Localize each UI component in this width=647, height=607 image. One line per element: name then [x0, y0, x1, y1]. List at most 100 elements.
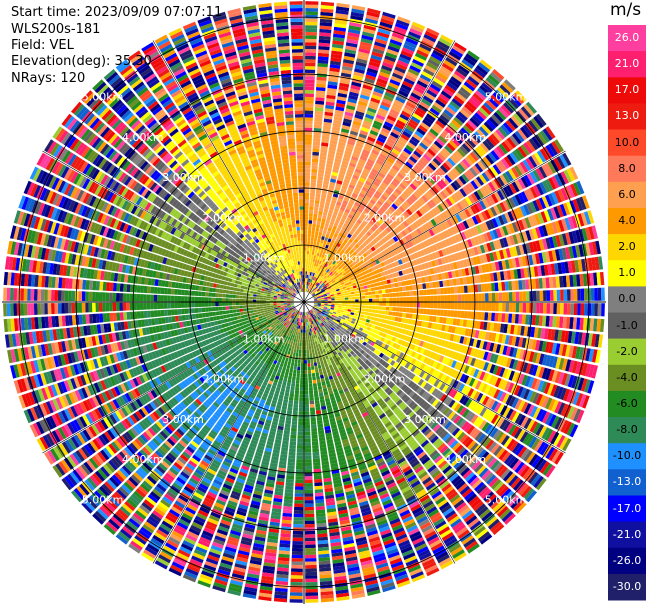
- velocity-gate: [335, 245, 340, 251]
- velocity-gate: [498, 107, 509, 119]
- velocity-gate: [425, 151, 434, 160]
- velocity-gate: [425, 133, 435, 142]
- velocity-gate: [483, 121, 494, 132]
- velocity-gate: [391, 316, 396, 321]
- velocity-gate: [333, 233, 338, 238]
- velocity-gate: [371, 168, 379, 175]
- velocity-gate: [313, 127, 322, 132]
- velocity-gate: [356, 227, 362, 233]
- velocity-gate: [328, 224, 334, 229]
- velocity-gate: [392, 297, 397, 302]
- velocity-gate: [346, 38, 359, 45]
- velocity-gate: [418, 283, 423, 290]
- velocity-gate: [352, 251, 358, 256]
- velocity-gate: [464, 103, 475, 114]
- velocity-gate: [587, 303, 592, 316]
- velocity-gate: [402, 220, 409, 228]
- velocity-gate: [357, 104, 367, 110]
- velocity-gate: [319, 28, 332, 34]
- velocity-gate: [318, 42, 330, 47]
- velocity-gate: [319, 25, 332, 30]
- velocity-gate: [312, 288, 315, 292]
- velocity-gate: [584, 303, 588, 316]
- velocity-gate: [519, 291, 523, 302]
- velocity-gate: [373, 120, 383, 127]
- velocity-gate: [374, 286, 379, 291]
- velocity-gate: [329, 206, 335, 211]
- velocity-gate: [389, 215, 396, 222]
- velocity-gate: [313, 138, 321, 143]
- velocity-gate: [536, 303, 540, 314]
- velocity-gate: [435, 155, 444, 164]
- velocity-gate: [485, 154, 495, 165]
- velocity-gate: [312, 352, 316, 356]
- velocity-gate: [375, 294, 380, 298]
- velocity-gate: [447, 157, 456, 167]
- velocity-gate: [304, 196, 310, 200]
- velocity-gate: [399, 297, 404, 302]
- velocity-gate: [357, 195, 364, 202]
- velocity-gate: [364, 239, 370, 245]
- velocity-gate: [395, 307, 400, 312]
- velocity-gate: [319, 242, 323, 247]
- velocity-gate: [358, 302, 363, 305]
- velocity-gate: [348, 222, 354, 228]
- velocity-gate: [346, 101, 357, 107]
- velocity-gate: [453, 135, 463, 145]
- velocity-gate: [397, 225, 404, 232]
- velocity-gate: [439, 114, 450, 124]
- velocity-gate: [364, 311, 369, 316]
- velocity-gate: [319, 228, 324, 233]
- velocity-gate: [307, 271, 309, 275]
- velocity-gate: [405, 188, 413, 196]
- velocity-gate: [313, 280, 316, 285]
- velocity-gate: [365, 113, 375, 120]
- velocity-gate: [366, 67, 378, 75]
- velocity-gate: [449, 100, 461, 110]
- velocity-gate: [356, 165, 364, 171]
- velocity-gate: [330, 57, 342, 63]
- velocity-gate: [312, 383, 317, 387]
- velocity-gate: [512, 291, 516, 302]
- velocity-gate: [394, 66, 406, 74]
- velocity-gate: [365, 298, 369, 302]
- velocity-gate: [505, 99, 517, 112]
- velocity-gate: [322, 243, 326, 248]
- velocity-gate: [307, 366, 311, 371]
- velocity-gate: [317, 427, 324, 432]
- velocity-gate: [322, 266, 327, 271]
- velocity-gate: [304, 247, 307, 251]
- velocity-gate: [321, 265, 325, 270]
- velocity-gate: [307, 359, 311, 364]
- velocity-gate: [393, 220, 400, 227]
- velocity-gate: [334, 109, 344, 115]
- velocity-gate: [407, 185, 415, 193]
- velocity-gate: [304, 288, 306, 292]
- velocity-gate: [361, 152, 369, 159]
- velocity-gate: [310, 421, 317, 425]
- velocity-gate: [455, 132, 466, 142]
- velocity-gate: [412, 284, 417, 291]
- velocity-gate: [322, 270, 326, 275]
- velocity-gate: [309, 404, 315, 408]
- velocity-gate: [310, 244, 313, 248]
- velocity-gate: [324, 281, 328, 285]
- velocity-gate: [399, 153, 408, 161]
- velocity-gate: [312, 338, 315, 343]
- velocity-gate: [378, 172, 386, 179]
- velocity-gate: [312, 261, 315, 266]
- velocity-gate: [391, 212, 398, 220]
- velocity-gate: [309, 209, 314, 214]
- velocity-gate: [372, 180, 380, 187]
- velocity-gate: [395, 287, 400, 292]
- velocity-gate: [375, 34, 389, 42]
- velocity-gate: [431, 185, 439, 194]
- velocity-gate: [481, 82, 493, 93]
- velocity-gate: [467, 285, 472, 293]
- velocity-gate: [523, 103, 535, 116]
- velocity-gate: [340, 163, 348, 169]
- velocity-gate: [427, 176, 436, 185]
- velocity-gate: [306, 346, 309, 350]
- velocity-gate: [427, 148, 436, 157]
- velocity-gate: [346, 241, 352, 246]
